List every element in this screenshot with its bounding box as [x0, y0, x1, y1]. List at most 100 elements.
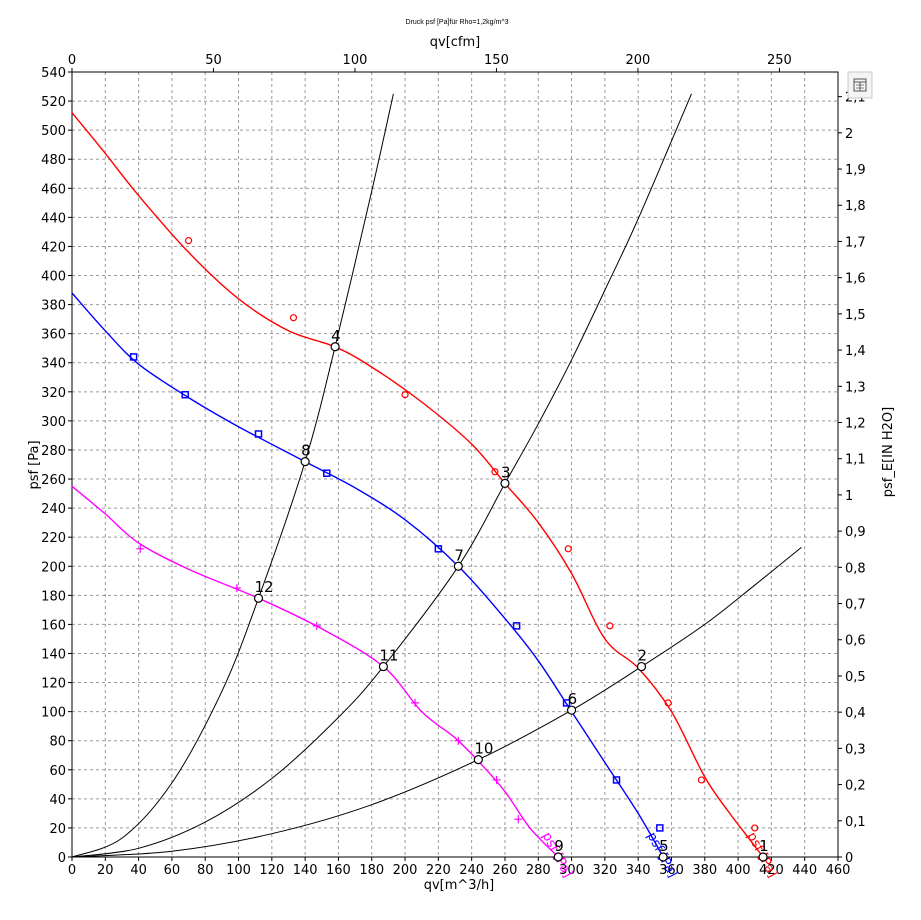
- x-axis-title: qv[m^3/h]: [424, 878, 495, 893]
- x-tick-label: 420: [759, 863, 784, 878]
- y-tick-label: 460: [41, 182, 66, 197]
- data-point: [564, 545, 572, 553]
- x-tick-label: 340: [626, 863, 651, 878]
- x-tick-label: 20: [97, 863, 114, 878]
- fan-curves: psf [Pa]psf [Pa]psf [Pa]: [71, 112, 780, 880]
- operating-point: [253, 593, 264, 603]
- data-point: [289, 314, 298, 322]
- tick-labels: 0 20 40 60 80 100 120 140 160 180 200 220 240 260 280 3…: [41, 53, 866, 878]
- y2-tick-label: 0,8: [845, 561, 866, 576]
- operating-point: [553, 852, 563, 862]
- operating-point-label: 6: [568, 690, 578, 708]
- operating-point-label: 4: [331, 327, 341, 345]
- series-line: [71, 292, 664, 858]
- x2-tick-label: 250: [767, 53, 792, 68]
- x-tick-label: 360: [659, 863, 684, 878]
- x2-tick-label: 0: [68, 53, 76, 68]
- operating-point-label: 9: [554, 837, 564, 855]
- grid: [71, 71, 839, 858]
- operating-point: [378, 661, 388, 672]
- export-button[interactable]: [847, 71, 873, 99]
- x-tick-label: 400: [726, 863, 751, 878]
- data-point: [492, 775, 501, 784]
- data-point: [232, 584, 241, 593]
- y2-tick-label: 0,2: [845, 779, 866, 794]
- y-tick-label: 120: [41, 677, 66, 692]
- series-line: [71, 485, 559, 858]
- data-point: [664, 699, 672, 707]
- export-icon: [853, 78, 867, 92]
- x-tick-label: 160: [326, 863, 351, 878]
- x-tick-label: 120: [259, 863, 284, 878]
- y-tick-label: 140: [41, 647, 66, 662]
- data-point: [512, 622, 521, 630]
- data-point: [454, 736, 463, 745]
- operating-point: [658, 852, 668, 862]
- operating-point: [566, 705, 577, 715]
- y-tick-label: 240: [41, 502, 66, 517]
- y2-tick-label: 0,1: [845, 815, 866, 830]
- data-point: [129, 353, 138, 361]
- x2-axis-title: qv[cfm]: [430, 35, 480, 50]
- x-tick-label: 80: [197, 863, 214, 878]
- y-tick-label: 320: [41, 386, 66, 401]
- y-tick-label: 260: [41, 473, 66, 488]
- y-tick-label: 340: [41, 357, 66, 372]
- data-point: [514, 815, 523, 824]
- y-tick-label: 420: [41, 240, 66, 255]
- data-point: [411, 698, 420, 707]
- operating-point-label: 5: [659, 837, 669, 855]
- x-tick-label: 280: [526, 863, 551, 878]
- data-point: [606, 622, 614, 630]
- operating-point-label: 8: [301, 442, 311, 460]
- system-curves: [71, 93, 802, 858]
- y2-tick-label: 1: [845, 489, 853, 504]
- y2-tick-label: 0,9: [845, 525, 866, 540]
- x2-tick-label: 100: [343, 53, 368, 68]
- y-tick-label: 440: [41, 211, 66, 226]
- plot-frame: [71, 71, 839, 858]
- data-point: [751, 824, 759, 832]
- x-tick-label: 40: [130, 863, 147, 878]
- x-tick-label: 320: [592, 863, 617, 878]
- operating-point-label: 10: [474, 740, 493, 758]
- x-tick-label: 200: [393, 863, 418, 878]
- axes: [68, 68, 842, 861]
- system-curve: [71, 93, 692, 858]
- y-tick-label: 400: [41, 270, 66, 285]
- x-tick-label: 460: [826, 863, 851, 878]
- y2-tick-label: 0: [845, 851, 853, 866]
- operating-point-label: 2: [638, 647, 648, 665]
- y2-tick-label: 0,5: [845, 670, 866, 685]
- y-tick-label: 300: [41, 415, 66, 430]
- x2-tick-label: 50: [205, 53, 222, 68]
- y2-axis-title: psf_E[IN H2O]: [881, 407, 896, 497]
- x-tick-label: 260: [493, 863, 518, 878]
- system-curve: [71, 547, 802, 858]
- operating-point: [636, 661, 647, 672]
- operating-point-label: 12: [255, 578, 274, 596]
- y2-tick-label: 1,5: [845, 308, 866, 323]
- y-tick-label: 380: [41, 299, 66, 314]
- y2-tick-label: 0,6: [845, 634, 866, 649]
- series-line: [71, 112, 764, 858]
- x-tick-label: 0: [68, 863, 76, 878]
- y-tick-label: 480: [41, 153, 66, 168]
- y-tick-label: 160: [41, 618, 66, 633]
- x-tick-label: 60: [164, 863, 181, 878]
- y-tick-label: 0: [58, 851, 66, 866]
- x-tick-label: 240: [459, 863, 484, 878]
- y-tick-label: 40: [49, 793, 66, 808]
- data-point: [491, 468, 499, 476]
- y-tick-label: 520: [41, 95, 66, 110]
- data-point: [697, 776, 706, 784]
- operating-point-label: 3: [501, 463, 511, 481]
- operating-point: [473, 755, 483, 765]
- data-point: [562, 699, 571, 707]
- y2-tick-label: 1,6: [845, 272, 866, 287]
- data-point: [181, 390, 189, 399]
- x-tick-label: 140: [293, 863, 318, 878]
- y-tick-label: 100: [41, 706, 66, 721]
- data-point: [401, 391, 409, 399]
- data-point: [254, 430, 263, 438]
